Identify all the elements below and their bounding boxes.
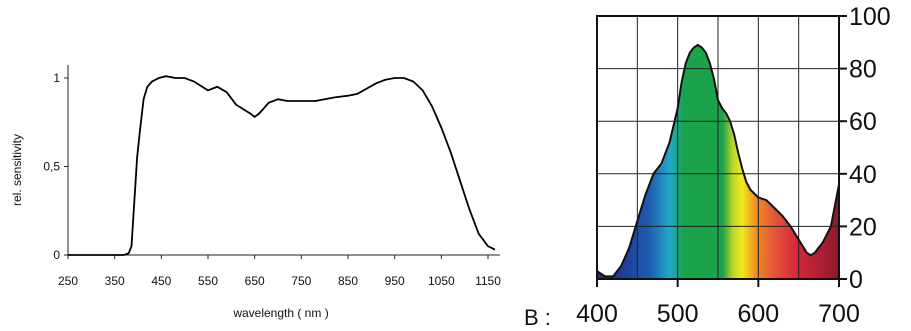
panel-b-label: B :	[524, 305, 551, 330]
y-axis-label: rel. sensitivity	[10, 134, 24, 206]
x-tick-label: 400	[576, 300, 618, 328]
y-tick-label: 1	[53, 71, 60, 85]
sensitivity-chart: 0 0,5 1 250 350 450 550 650 750 850 950 1050 1150 r…	[10, 65, 501, 320]
x-tick-label: 1150	[475, 274, 501, 288]
y-tick-label: 0	[849, 266, 863, 294]
x-tick-label: 750	[291, 274, 311, 288]
spectral-curve	[596, 43, 840, 278]
x-tick-label: 850	[338, 274, 358, 288]
x-tick-label: 450	[151, 274, 171, 288]
y-tick-label: 0,5	[43, 160, 60, 174]
y-tick-label: 80	[849, 56, 877, 84]
x-tick-label: 1050	[428, 274, 455, 288]
sensitivity-curve	[68, 75, 496, 256]
x-tick-label: 600	[737, 300, 779, 328]
y-tick-label: 20	[849, 213, 877, 241]
x-tick-label: 650	[245, 274, 265, 288]
y-tick-label: 100	[849, 3, 891, 31]
y-tick-label: 60	[849, 108, 877, 136]
x-tick-label: 700	[818, 300, 860, 328]
plot-frame	[596, 15, 840, 280]
x-axis-label: wavelength ( nm )	[232, 306, 328, 320]
x-tick-label: 350	[105, 274, 125, 288]
x-tick-label: 950	[385, 274, 405, 288]
x-tick-label: 500	[657, 300, 699, 328]
spectral-area-chart: 0 20 40 60 80 100 400 500 600 700	[576, 3, 891, 328]
x-tick-label: 250	[58, 274, 78, 288]
y-tick-label: 40	[849, 161, 877, 189]
y-tick-label: 0	[53, 248, 60, 262]
x-tick-label: 550	[198, 274, 218, 288]
